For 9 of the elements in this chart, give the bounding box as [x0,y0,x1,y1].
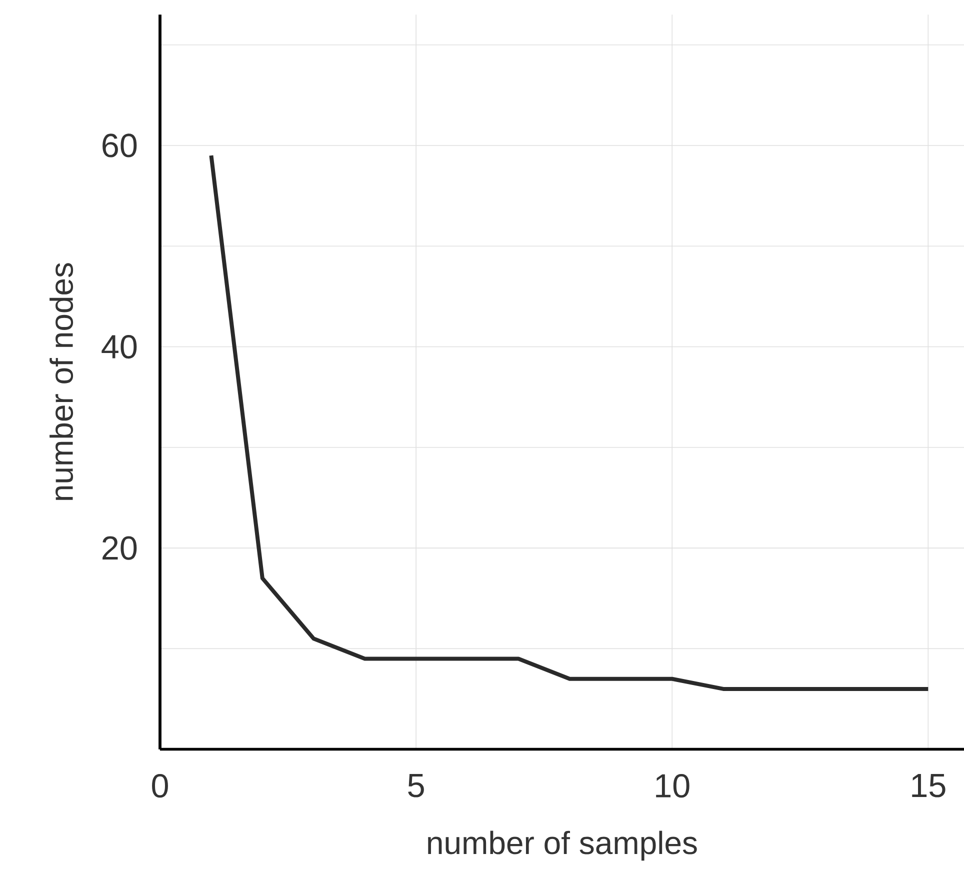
y-tick-label: 40 [102,335,137,359]
y-axis-title: number of nodes [50,263,74,500]
x-tick-label: 10 [656,774,690,798]
x-axis-title: number of samples [428,830,697,861]
x-tick-label: 0 [152,774,168,798]
x-tick-label: 15 [912,774,946,798]
y-tick-label: 20 [102,536,137,560]
y-tick-label: 60 [102,134,137,158]
x-tick-label: 5 [408,774,424,798]
